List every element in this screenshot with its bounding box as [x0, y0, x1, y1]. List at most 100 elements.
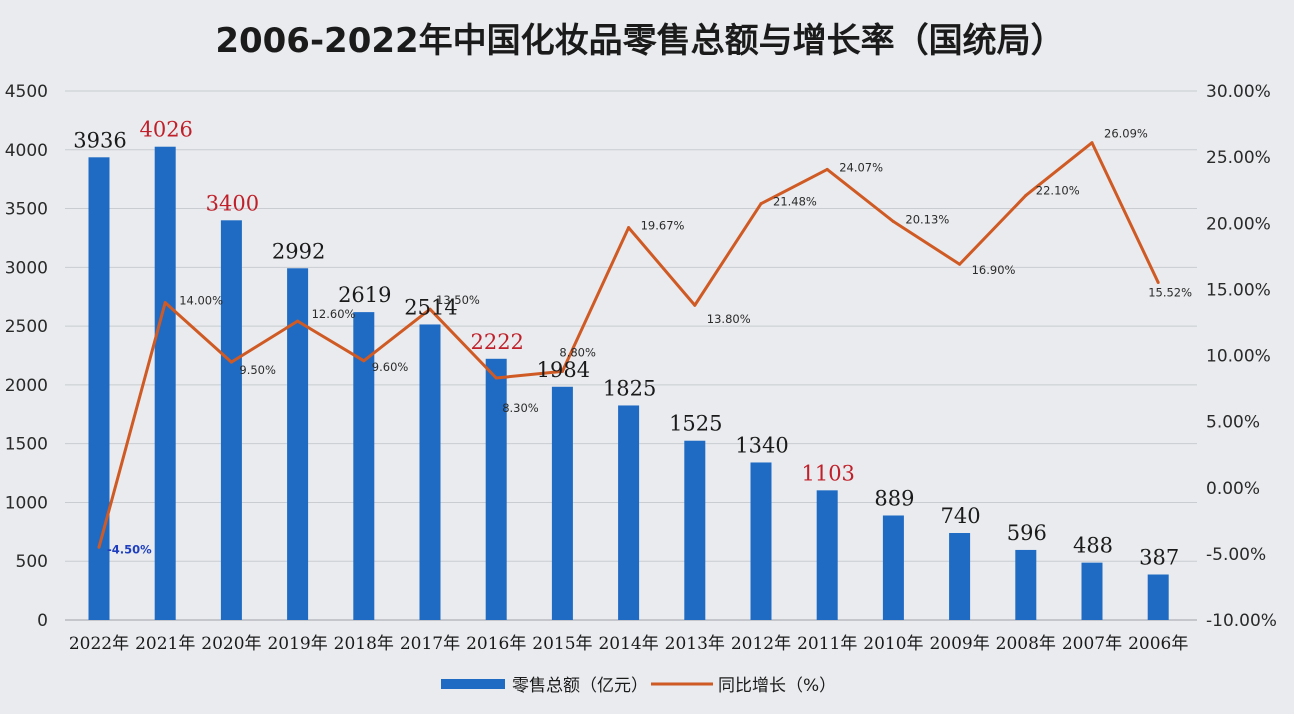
- bar-value-label: 1984: [537, 358, 590, 382]
- bar-value-label: 740: [941, 504, 981, 528]
- x-tick-label: 2010年: [863, 634, 923, 654]
- growth-point: [891, 220, 895, 224]
- right-tick-label: 15.00%: [1206, 280, 1271, 300]
- left-tick-label: 4000: [5, 141, 48, 161]
- right-tick-label: 30.00%: [1206, 82, 1271, 102]
- bar-value-label: 1103: [801, 461, 854, 485]
- left-tick-label: 0: [37, 611, 48, 631]
- x-tick-label: 2015年: [532, 634, 592, 654]
- growth-point: [1090, 141, 1094, 145]
- right-tick-label: 0.00%: [1206, 479, 1260, 499]
- left-tick-label: 500: [16, 552, 48, 572]
- x-tick-label: 2016年: [466, 634, 526, 654]
- bar: [419, 324, 441, 620]
- growth-value-labels: -4.50% 14.00% 9.50% 12.60% 9.60% 13.50% 8.30% 8…: [107, 127, 1192, 557]
- growth-point: [759, 202, 763, 206]
- growth-point: [1024, 193, 1028, 197]
- left-tick-label: 2000: [5, 376, 48, 396]
- bar: [154, 146, 176, 621]
- growth-value-label: 24.07%: [839, 160, 883, 174]
- growth-value-label: 21.48%: [773, 195, 817, 209]
- left-tick-label: 2500: [5, 317, 48, 337]
- bar: [1081, 562, 1103, 620]
- growth-value-label: 12.60%: [312, 307, 356, 321]
- growth-point: [825, 167, 829, 171]
- bar-value-label: 2222: [470, 330, 523, 354]
- bar-value-label: 2992: [272, 239, 325, 263]
- legend-line-label: 同比增长（%）: [718, 676, 836, 696]
- right-tick-label: 25.00%: [1206, 148, 1271, 168]
- legend: 零售总额（亿元） 同比增长（%）: [441, 676, 836, 696]
- growth-value-label: 19.67%: [641, 219, 685, 233]
- bar: [816, 490, 838, 620]
- left-tick-label: 3000: [5, 258, 48, 278]
- bar: [684, 440, 706, 620]
- growth-point: [296, 319, 300, 323]
- right-tick-label: 10.00%: [1206, 347, 1271, 367]
- bar-value-label: 2514: [404, 295, 457, 319]
- growth-point: [1156, 280, 1160, 284]
- growth-point: [494, 376, 498, 380]
- growth-value-label: -4.50%: [107, 542, 152, 556]
- left-tick-label: 4500: [5, 82, 48, 102]
- x-tick-label: 2021年: [135, 634, 195, 654]
- growth-point: [560, 369, 564, 373]
- growth-value-label: 15.52%: [1148, 285, 1192, 299]
- growth-point: [362, 359, 366, 363]
- bar: [1147, 574, 1169, 620]
- bar-value-labels: 3936 4026 3400 2992 2619 2514 2222 1984 1825 1525…: [73, 118, 1179, 570]
- bar: [287, 268, 309, 620]
- x-tick-label: 2011年: [797, 634, 857, 654]
- growth-value-label: 13.80%: [707, 312, 751, 326]
- x-tick-label: 2018年: [334, 634, 394, 654]
- growth-value-label: 20.13%: [905, 213, 949, 227]
- bar: [882, 515, 904, 620]
- chart-title: 2006-2022年中国化妆品零售总额与增长率（国统局）: [215, 21, 1064, 61]
- growth-point: [229, 360, 233, 364]
- x-tick-label: 2020年: [201, 634, 261, 654]
- x-tick-label: 2013年: [665, 634, 725, 654]
- bar-series: [88, 146, 1169, 621]
- bar-value-label: 1825: [603, 376, 656, 400]
- growth-point: [163, 301, 167, 305]
- x-tick-label: 2012年: [731, 634, 791, 654]
- bar: [485, 358, 507, 620]
- bar-value-label: 4026: [139, 118, 192, 142]
- growth-value-label: 14.00%: [179, 294, 223, 308]
- right-tick-label: 20.00%: [1206, 214, 1271, 234]
- bar: [88, 157, 110, 620]
- bar: [353, 312, 375, 620]
- left-tick-label: 1500: [5, 435, 48, 455]
- left-tick-label: 3500: [5, 200, 48, 220]
- right-tick-label: 5.00%: [1206, 413, 1260, 433]
- bar-value-label: 889: [874, 486, 914, 510]
- right-tick-label: -10.00%: [1206, 611, 1277, 631]
- growth-point: [693, 303, 697, 307]
- bar-value-label: 2619: [338, 283, 391, 307]
- growth-value-label: 13.50%: [436, 293, 480, 307]
- bar-value-label: 488: [1073, 534, 1113, 558]
- legend-bar-swatch: [441, 679, 505, 689]
- bar: [618, 405, 640, 620]
- bar-value-label: 1525: [669, 412, 722, 436]
- bar: [220, 220, 242, 621]
- bar: [551, 386, 573, 620]
- x-tick-label: 2006年: [1128, 634, 1188, 654]
- line-series: [97, 141, 1160, 549]
- left-axis: 0 500 1000 1500 2000 2500 3000 3500 4000 4500: [5, 82, 48, 631]
- growth-point: [97, 545, 101, 549]
- x-axis: 2022年 2021年 2020年 2019年 2018年 2017年 2016年 2015年…: [69, 634, 1188, 654]
- growth-value-label: 8.30%: [502, 401, 539, 415]
- bar: [750, 462, 772, 620]
- x-tick-label: 2009年: [929, 634, 989, 654]
- growth-value-label: 9.50%: [239, 363, 276, 377]
- x-tick-label: 2022年: [69, 634, 129, 654]
- bar-value-label: 1340: [735, 433, 788, 457]
- growth-point: [428, 307, 432, 311]
- bar-value-label: 596: [1007, 521, 1047, 545]
- growth-point: [958, 262, 962, 266]
- legend-bar-label: 零售总额（亿元）: [512, 676, 648, 696]
